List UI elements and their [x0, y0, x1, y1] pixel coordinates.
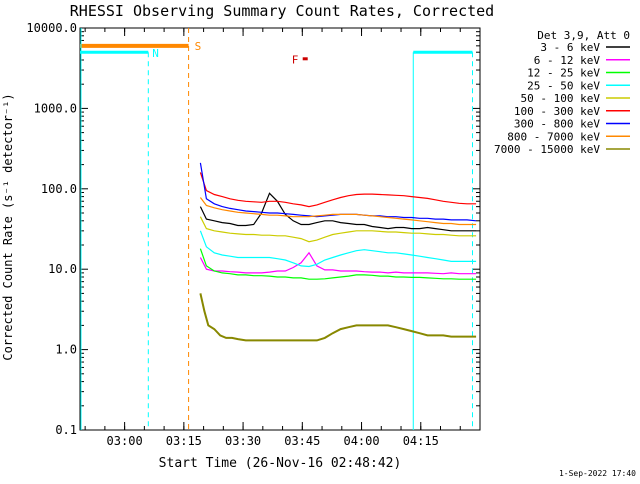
- annotation-night: N: [152, 47, 159, 60]
- annotation-saa: S: [195, 40, 202, 53]
- legend-title: Det 3,9, Att 0: [537, 29, 630, 42]
- x-tick-label: 04:00: [343, 434, 379, 448]
- chart-title: RHESSI Observing Summary Count Rates, Co…: [70, 2, 494, 20]
- series-line-6-12-keV: [199, 251, 477, 275]
- x-axis-label: Start Time (26-Nov-16 02:48:42): [159, 456, 402, 471]
- legend-label: 7000 - 15000 keV: [494, 143, 600, 156]
- y-tick-label: 10.0: [48, 262, 77, 276]
- x-tick-label: 03:00: [107, 434, 143, 448]
- y-axis-label: Corrected Count Rate (s⁻¹ detector⁻¹): [1, 93, 15, 360]
- timestamp-label: 1-Sep-2022 17:40: [559, 469, 636, 478]
- y-tick-label: 1.0: [55, 343, 77, 357]
- series-line-25-50-keV: [199, 230, 477, 268]
- series-line-12-25-keV: [199, 248, 477, 280]
- series-line-800-7000-keV: [199, 197, 477, 226]
- annotation-flare: F: [292, 53, 299, 66]
- legend-label: 800 - 7000 keV: [507, 130, 600, 143]
- legend-label: 25 - 50 keV: [527, 79, 600, 92]
- y-tick-label: 100.0: [41, 182, 77, 196]
- flare-marker: [302, 57, 308, 61]
- legend-label: 6 - 12 keV: [534, 54, 601, 67]
- plot-frame: [79, 27, 481, 431]
- y-tick-label: 0.1: [55, 423, 77, 437]
- legend-label: 3 - 6 keV: [540, 41, 600, 54]
- legend-label: 50 - 100 keV: [521, 92, 601, 105]
- x-tick-label: 03:30: [225, 434, 261, 448]
- x-tick-label: 03:15: [166, 434, 202, 448]
- legend-label: 300 - 800 keV: [514, 118, 600, 131]
- series-line-100-300-keV: [199, 172, 477, 208]
- y-tick-label: 1000.0: [34, 101, 77, 115]
- series-line-3-6-keV: [199, 192, 477, 232]
- x-tick-label: 03:45: [284, 434, 320, 448]
- legend-label: 12 - 25 keV: [527, 67, 600, 80]
- plot-area: 0.1 1.0 10.0 100.0 1000.0 10000.0 03:00 03:15 03…: [26, 21, 481, 448]
- series-line-50-100-keV: [199, 216, 477, 243]
- series-line-7000-15000-keV: [199, 293, 477, 342]
- legend-label: 100 - 300 keV: [514, 105, 600, 118]
- x-tick-label: 04:15: [403, 434, 439, 448]
- y-tick-label: 10000.0: [26, 21, 77, 35]
